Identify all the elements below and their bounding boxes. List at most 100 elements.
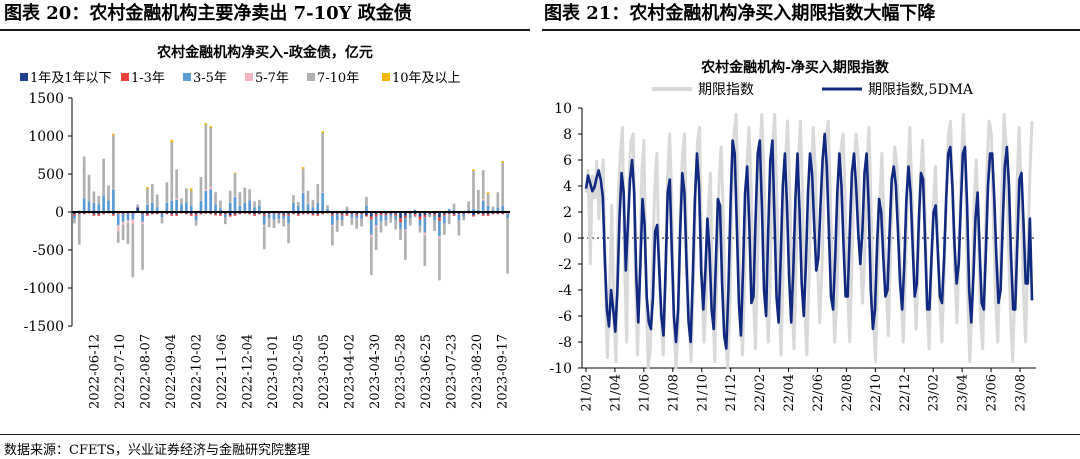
bar-segment (107, 212, 110, 214)
bar-segment (384, 219, 388, 227)
line-x-tick-label: 22/02 (753, 374, 768, 411)
bar-segment (326, 205, 329, 209)
bar-chart-axes: -1500 -1000 -500 0 500 1000 1500 (24, 91, 73, 335)
bar-segment (185, 213, 188, 215)
bar-segment (496, 213, 500, 215)
bar-segment (233, 196, 237, 212)
bar-segment (199, 177, 203, 200)
bar-segment (253, 207, 256, 212)
bar-segment (97, 204, 101, 212)
bar-segment (345, 206, 349, 211)
line-chart-legend: 期限指数 期限指数,5DMA (652, 82, 974, 98)
bar-segment (408, 214, 412, 219)
bar-segment (389, 214, 393, 217)
bar-segment (355, 215, 359, 219)
bar-segment (204, 190, 208, 212)
bar-segment (82, 156, 86, 199)
bar-segment (97, 212, 101, 215)
bar-segment (160, 212, 164, 214)
bar-segment (306, 190, 310, 205)
bar-segment (301, 193, 305, 212)
bar-segment (189, 190, 193, 206)
bar-segment (287, 215, 290, 224)
bar-segment (209, 213, 213, 215)
bar-segment (331, 212, 334, 215)
bar-segment (282, 214, 286, 216)
bar-segment (233, 196, 237, 197)
left-panel-title: 图表 20：农村金融机构主要净卖出 7-10Y 政金债 (4, 3, 412, 24)
line-x-tick-label: 21/08 (666, 374, 681, 411)
duration-index-5dma-line (584, 132, 1034, 350)
bar-y-tick-label: -500 (33, 243, 64, 259)
bar-segment (150, 183, 154, 203)
bar-legend-label: 1年及1年以下 (30, 71, 112, 86)
bar-segment (321, 213, 324, 215)
bar-segment (155, 213, 159, 215)
bar-segment (301, 168, 305, 192)
bar-segment (413, 209, 417, 212)
bar-segment (189, 205, 193, 212)
bar-segment (277, 213, 281, 215)
bar-segment (262, 215, 266, 225)
line-x-tick-label: 22/10 (869, 374, 884, 411)
bar-segment (175, 169, 178, 199)
bar-segment (175, 212, 178, 215)
bar-segment (428, 213, 432, 215)
bar-segment (150, 213, 154, 215)
bar-segment (360, 218, 363, 227)
bar-segment (214, 213, 217, 216)
bar-segment (262, 224, 266, 227)
line-y-tick-label: -8 (558, 335, 572, 351)
line-y-tick-label: -4 (558, 283, 572, 299)
bar-x-tick-label: 2023-01-01 (266, 334, 281, 409)
bar-segment (433, 220, 436, 231)
bar-segment (272, 213, 276, 220)
bar-segment (170, 200, 174, 212)
bar-legend-swatch (245, 73, 253, 81)
right-title-rule (542, 29, 1080, 31)
bar-segment (506, 212, 509, 214)
bar-segment (301, 167, 305, 169)
bar-segment (199, 199, 203, 201)
bar-segment (321, 192, 324, 193)
bar-segment (472, 169, 475, 171)
bar-segment (394, 214, 397, 216)
bar-segment (374, 212, 378, 215)
bar-segment (296, 202, 300, 206)
bar-segment (335, 220, 339, 232)
bar-x-tick-label: 2022-07-10 (113, 334, 128, 409)
bar-segment (189, 212, 193, 215)
bar-segment (155, 207, 159, 212)
bar-segment (165, 182, 169, 203)
source-note: 数据来源：CFETS，兴业证券经济与金融研究院整理 (4, 443, 311, 458)
bar-segment (374, 216, 378, 226)
bar-segment (87, 174, 91, 202)
bar-segment (219, 208, 222, 212)
bar-segment (418, 216, 422, 220)
bar-segment (486, 214, 490, 216)
footer-rule (0, 434, 1080, 435)
bar-segment (369, 212, 373, 217)
bar-segment (228, 215, 232, 217)
line-legend-label: 期限指数,5DMA (868, 82, 974, 98)
bar-y-tick-label: -1000 (24, 281, 64, 297)
bar-segment (282, 212, 286, 215)
bar-segment (121, 224, 125, 241)
bar-segment (146, 186, 149, 189)
bar-segment (394, 212, 397, 215)
bar-segment (433, 215, 436, 221)
bar-legend-swatch (121, 73, 129, 81)
bar-segment (442, 223, 446, 235)
bar-segment (428, 214, 432, 216)
bar-segment (253, 214, 256, 216)
bar-segment (160, 217, 164, 224)
bar-x-tick-label: 2022-08-07 (139, 334, 154, 409)
bar-chart-legend: 1年及1年以下 1-3年 3-5年 5-7年 7-10年 10年及以上 (20, 71, 461, 86)
bar-segment (126, 212, 130, 214)
bar-segment (438, 212, 441, 218)
bar-segment (379, 215, 383, 222)
bar-segment (355, 218, 359, 229)
bar-segment (238, 192, 242, 206)
bar-segment (438, 238, 441, 281)
bar-segment (194, 212, 198, 215)
